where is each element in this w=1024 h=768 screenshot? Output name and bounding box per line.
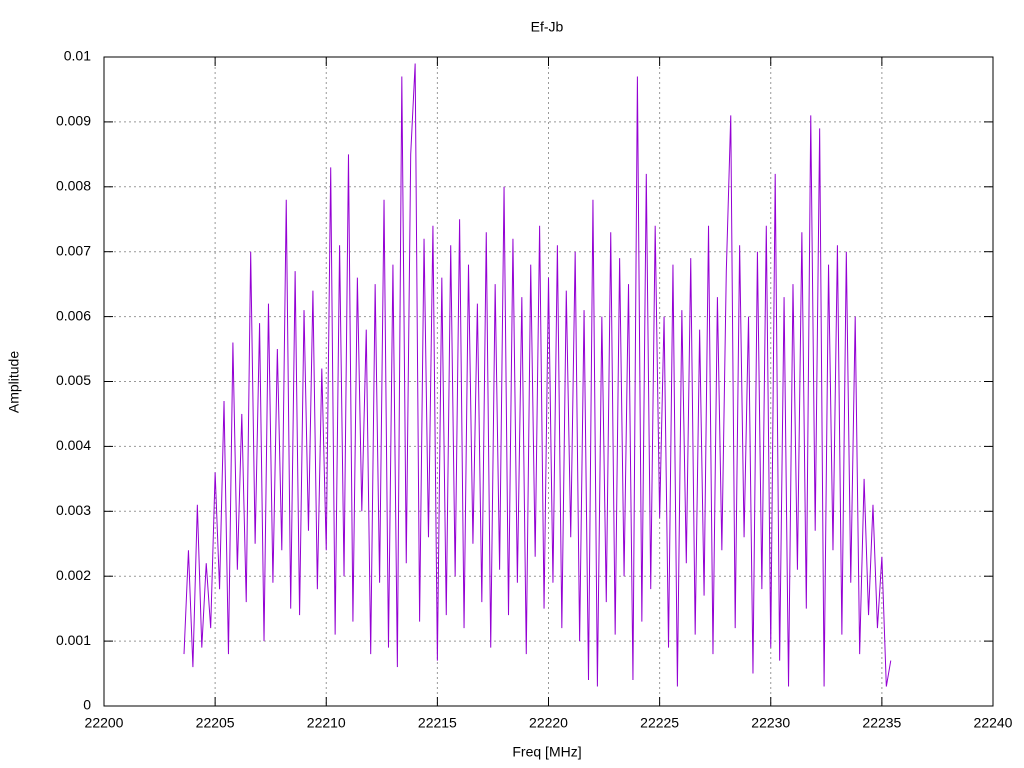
y-tick-label: 0.005 <box>56 372 91 388</box>
plot-frame <box>103 56 994 707</box>
data-line <box>183 63 892 687</box>
x-tick-label: 22235 <box>862 715 901 731</box>
x-axis-label: Freq [MHz] <box>512 744 581 760</box>
x-tick-label: 22205 <box>196 715 235 731</box>
x-tick-label: 22230 <box>751 715 790 731</box>
y-tick-label: 0.006 <box>56 307 91 323</box>
x-tick-label: 22225 <box>640 715 679 731</box>
chart-title: Ef-Jb <box>531 19 564 35</box>
y-axis-label: Amplitude <box>6 351 22 413</box>
y-tick-label: 0 <box>83 697 91 713</box>
x-tick-label: 22220 <box>529 715 568 731</box>
y-tick-label: 0.007 <box>56 242 91 258</box>
y-tick-label: 0.003 <box>56 502 91 518</box>
y-tick-label: 0.01 <box>64 48 91 64</box>
y-tick-label: 0.002 <box>56 567 91 583</box>
y-tick-label: 0.008 <box>56 178 91 194</box>
x-tick-label: 22200 <box>85 715 124 731</box>
x-tick-label: 22215 <box>418 715 457 731</box>
y-tick-label: 0.009 <box>56 113 91 129</box>
y-tick-label: 0.001 <box>56 632 91 648</box>
x-tick-label: 22240 <box>974 715 1013 731</box>
y-tick-label: 0.004 <box>56 437 91 453</box>
x-tick-label: 22210 <box>307 715 346 731</box>
